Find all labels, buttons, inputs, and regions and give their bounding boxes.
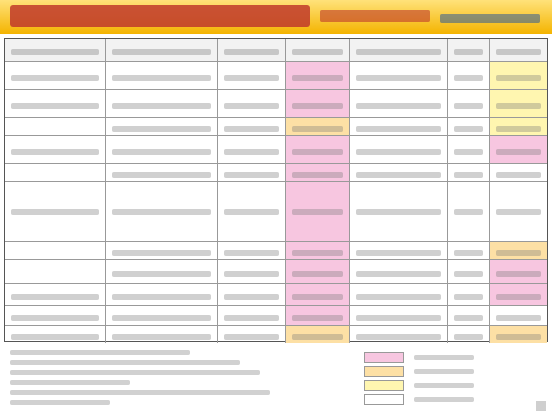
title-date [320, 10, 430, 22]
legend-swatch [364, 380, 404, 391]
table-row [5, 163, 547, 182]
table-row [5, 117, 547, 136]
legend-swatch [364, 394, 404, 405]
title-note [440, 14, 540, 23]
table-row [5, 259, 547, 284]
page-number [536, 401, 546, 411]
table-row [5, 325, 547, 343]
slide-title [10, 5, 310, 27]
table-row [5, 61, 547, 90]
title-bar [0, 0, 552, 34]
table-row [5, 305, 547, 326]
table-header [5, 39, 547, 61]
table-row [5, 241, 547, 260]
probability-table [4, 38, 548, 343]
legend-swatch [364, 366, 404, 377]
legend-swatch [364, 352, 404, 363]
table-row [5, 181, 547, 242]
table-row [5, 89, 547, 118]
table-row [5, 283, 547, 306]
table-row [5, 135, 547, 164]
footnotes-and-legend [4, 346, 548, 412]
